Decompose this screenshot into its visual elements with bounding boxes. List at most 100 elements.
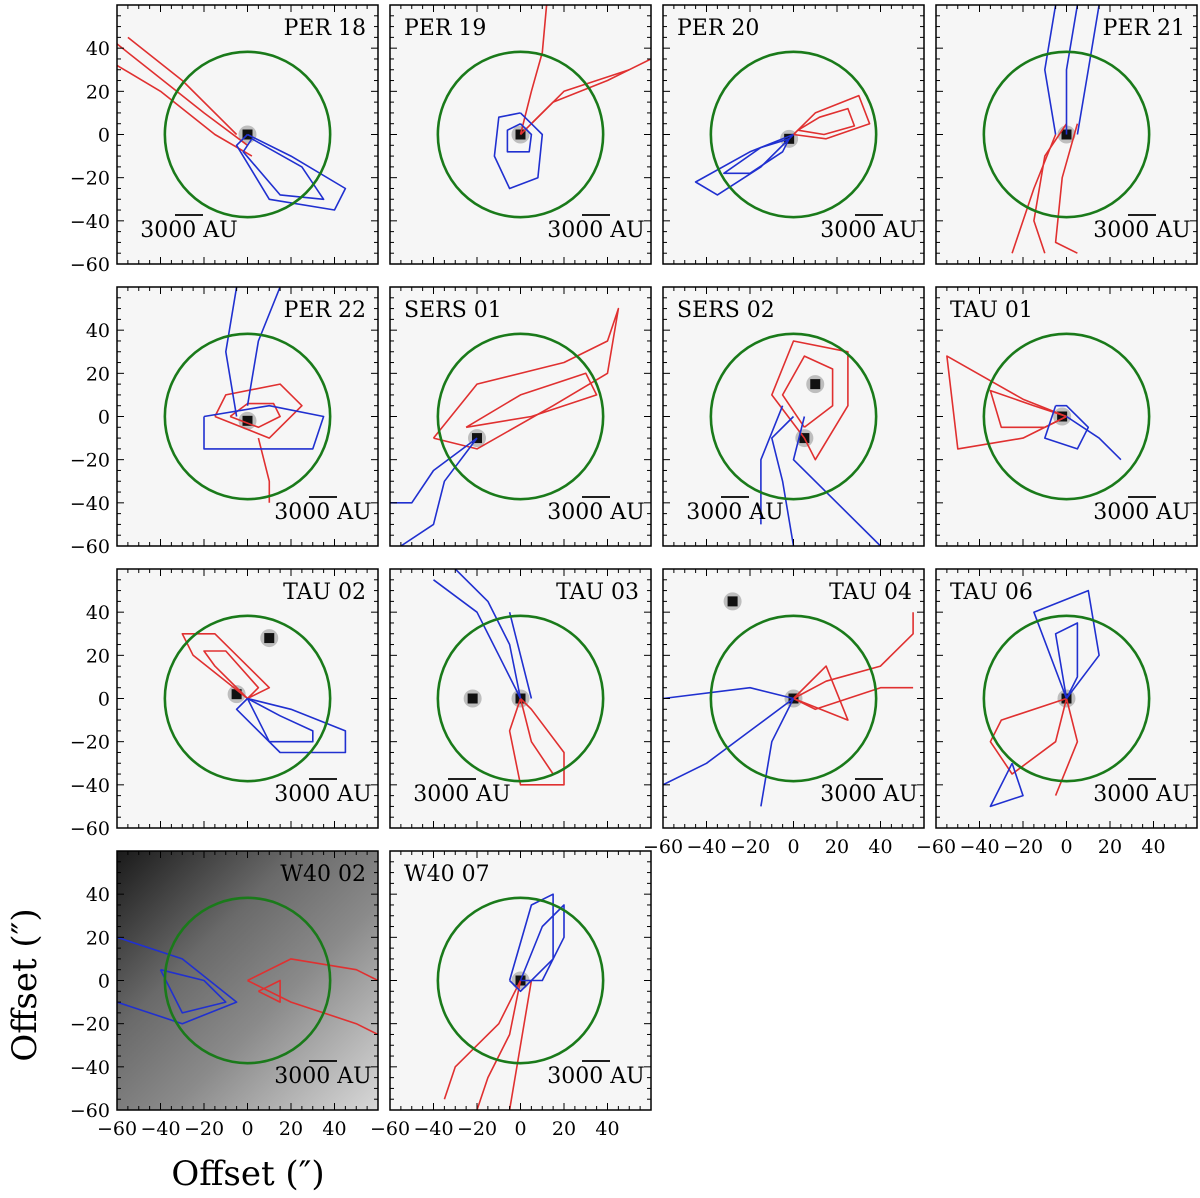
panel-plot-area bbox=[936, 5, 1197, 264]
x-tick-label: −60 bbox=[643, 836, 683, 858]
aperture-circle bbox=[709, 50, 878, 219]
blue-contour bbox=[246, 697, 314, 743]
red-contour bbox=[214, 383, 303, 439]
scale-label: 3000 AU bbox=[1093, 500, 1190, 525]
aperture-circle bbox=[436, 332, 605, 501]
source-marker bbox=[242, 415, 253, 426]
panel-plot-area bbox=[663, 569, 924, 828]
x-tick-label: 40 bbox=[322, 1118, 346, 1140]
red-contour bbox=[792, 94, 871, 140]
panel-title: PER 19 bbox=[404, 16, 486, 41]
aperture-circle bbox=[163, 896, 332, 1065]
blue-contour bbox=[723, 138, 790, 175]
red-contour bbox=[770, 340, 849, 461]
aperture-circle bbox=[436, 50, 605, 219]
panel-per18: PER 18 3000 AU bbox=[116, 4, 379, 265]
blue-contour bbox=[390, 437, 478, 504]
y-tick-label: −60 bbox=[70, 818, 110, 840]
panel-w4007: W40 07 3000 AU bbox=[389, 850, 652, 1111]
red-contour bbox=[1033, 123, 1068, 254]
x-tick-label: 0 bbox=[514, 1118, 526, 1140]
blue-contour bbox=[1065, 5, 1079, 135]
panel-tau04: TAU 04 3000 AU bbox=[662, 568, 925, 829]
blue-contour bbox=[1076, 5, 1100, 135]
blue-contour bbox=[1044, 5, 1057, 135]
panel-plot-area bbox=[390, 287, 651, 546]
red-contour bbox=[530, 69, 630, 125]
scale-label: 3000 AU bbox=[413, 782, 510, 807]
axes-layer: 40200−20−40−6040200−20−40−6040200−20−40−… bbox=[70, 38, 1166, 1140]
x-tick-label: 40 bbox=[868, 836, 892, 858]
panel-per19: PER 19 3000 AU bbox=[389, 4, 652, 265]
scale-label: 3000 AU bbox=[274, 1064, 371, 1089]
scale-label: 3000 AU bbox=[547, 1064, 644, 1089]
x-tick-label: −60 bbox=[97, 1118, 137, 1140]
blue-contour bbox=[493, 112, 544, 190]
red-contour bbox=[1011, 134, 1057, 254]
aperture-circle bbox=[982, 332, 1151, 501]
blue-contour bbox=[989, 762, 1024, 808]
panel-sers01: SERS 01 3000 AU bbox=[389, 286, 652, 547]
blue-contour bbox=[506, 122, 533, 153]
x-tick-label: −40 bbox=[140, 1118, 180, 1140]
aperture-circle bbox=[163, 614, 332, 783]
aperture-circle bbox=[436, 896, 605, 1065]
y-tick-label: 0 bbox=[98, 689, 110, 711]
y-tick-label: 40 bbox=[86, 38, 110, 60]
source-marker bbox=[1057, 411, 1068, 422]
aperture-circle bbox=[163, 332, 332, 501]
red-contour bbox=[519, 698, 554, 775]
blue-contour bbox=[235, 133, 347, 211]
aperture-circle bbox=[982, 50, 1151, 219]
blue-contour bbox=[433, 579, 522, 699]
panel-sers02: SERS 02 3000 AU bbox=[662, 286, 925, 547]
y-tick-label: −40 bbox=[70, 775, 110, 797]
panel-title: TAU 06 bbox=[950, 580, 1033, 605]
panel-title: TAU 03 bbox=[556, 580, 639, 605]
red-contour bbox=[989, 697, 1068, 775]
aperture-circle bbox=[982, 614, 1151, 783]
panel-tau06: TAU 06 3000 AU bbox=[935, 568, 1198, 829]
panel-w4002: W40 02 3000 AU bbox=[116, 850, 379, 1111]
panel-title: PER 22 bbox=[284, 298, 366, 323]
y-tick-label: 0 bbox=[98, 125, 110, 147]
panel-per21: PER 21 3000 AU bbox=[935, 4, 1198, 265]
panel-plot-area bbox=[936, 569, 1197, 828]
red-contour bbox=[117, 64, 253, 157]
panel-title: W40 07 bbox=[404, 862, 490, 887]
y-tick-label: 0 bbox=[98, 407, 110, 429]
blue-contour bbox=[508, 612, 533, 699]
panel-title: TAU 01 bbox=[950, 298, 1033, 323]
y-tick-label: −60 bbox=[70, 1100, 110, 1122]
blue-contour bbox=[508, 893, 554, 993]
x-tick-label: 0 bbox=[787, 836, 799, 858]
blue-contour bbox=[1044, 404, 1090, 450]
blue-contour bbox=[663, 697, 794, 786]
scale-label: 3000 AU bbox=[820, 218, 917, 243]
panel-plot-area bbox=[117, 287, 378, 546]
panel-title: TAU 04 bbox=[829, 580, 912, 605]
source-marker bbox=[810, 379, 821, 390]
source-marker bbox=[472, 433, 482, 444]
panel-plot-area bbox=[936, 287, 1197, 546]
blue-contour bbox=[235, 697, 347, 754]
y-tick-label: 40 bbox=[86, 884, 110, 906]
panel-plot-area bbox=[117, 5, 378, 264]
red-contour bbox=[1054, 698, 1079, 796]
red-contour bbox=[781, 355, 834, 428]
y-axis-title: Offset (″) bbox=[5, 908, 45, 1061]
y-tick-label: 20 bbox=[86, 645, 110, 667]
aperture-circle bbox=[436, 614, 605, 783]
blue-contour bbox=[159, 968, 227, 1014]
y-tick-label: −40 bbox=[70, 1057, 110, 1079]
red-contour bbox=[793, 686, 914, 711]
x-tick-label: −20 bbox=[730, 836, 770, 858]
panel-plot-area bbox=[663, 287, 924, 546]
panel-tau01: TAU 01 3000 AU bbox=[935, 286, 1198, 547]
x-tick-label: −20 bbox=[184, 1118, 224, 1140]
x-axis-title: Offset (″) bbox=[171, 1154, 324, 1194]
y-tick-label: 20 bbox=[86, 927, 110, 949]
blue-contour bbox=[246, 287, 281, 406]
